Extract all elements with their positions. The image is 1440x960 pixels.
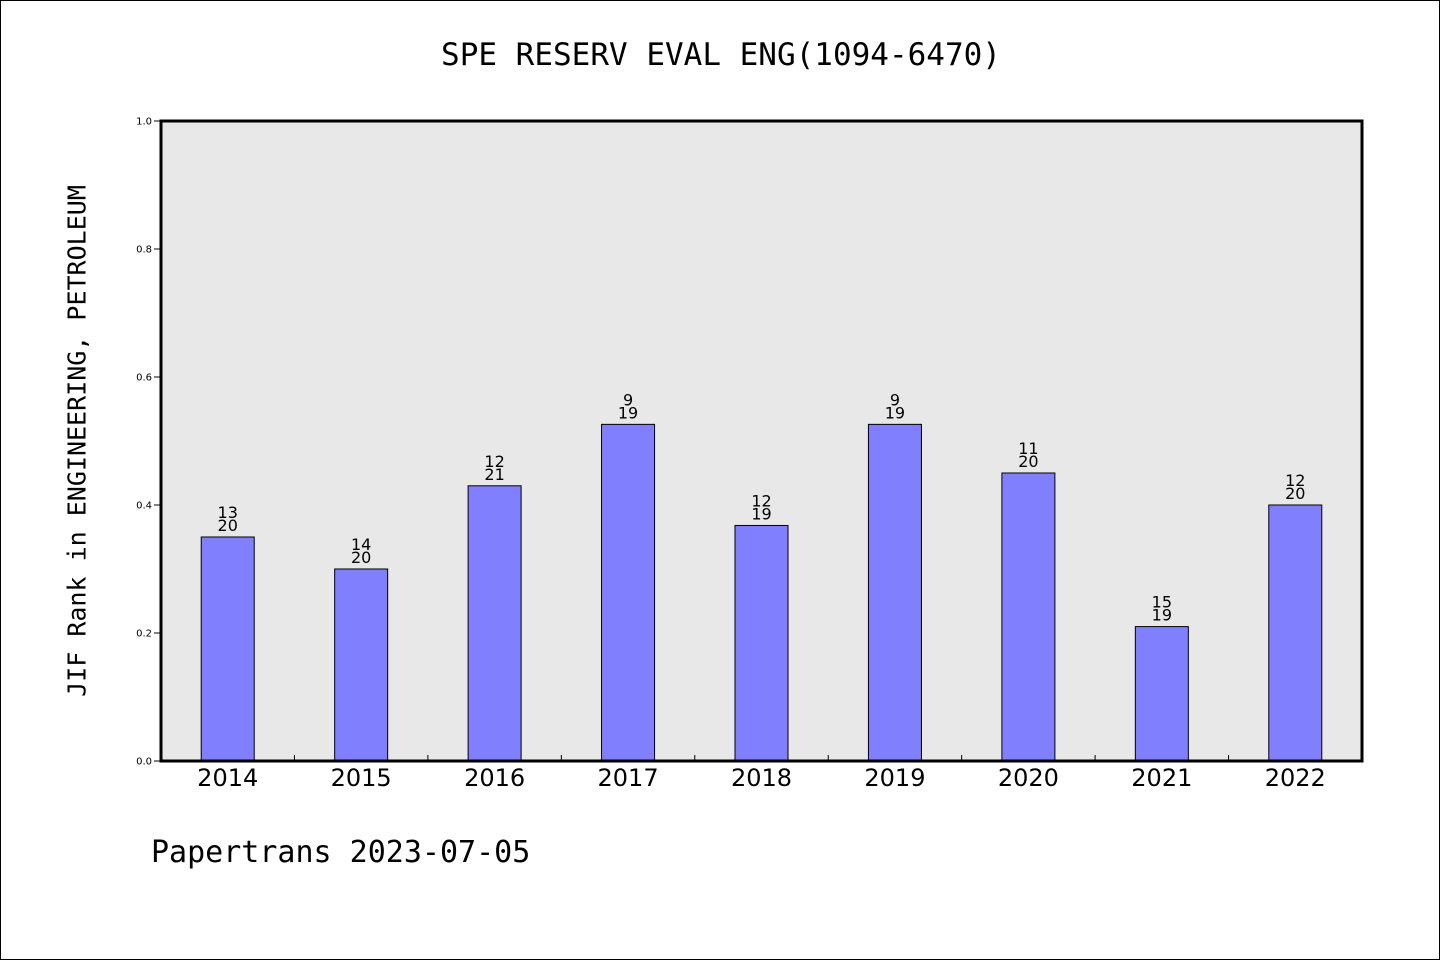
bar-label-total: 20 — [218, 516, 238, 535]
bar-label-rank: 12 — [751, 491, 771, 510]
bar-2014 — [200, 536, 255, 762]
bar-label-rank: 14 — [351, 535, 371, 554]
bar-label-rank: 9 — [623, 390, 633, 409]
y-tick-label: 0.6 — [136, 373, 152, 384]
bar-label-rank: 9 — [890, 390, 900, 409]
bar-label-total: 21 — [484, 465, 504, 484]
bar-label-rank: 11 — [1018, 439, 1038, 458]
bar-2019 — [867, 423, 922, 762]
bar-2017 — [601, 423, 656, 762]
x-axis: 2014 2015 2016 2017 2018 2019 2020 2021 2022 — [197, 755, 1326, 792]
bar-2020 — [1001, 472, 1056, 762]
footer-credit: Papertrans 2023-07-05 — [151, 835, 531, 870]
chart-title: SPE RESERV EVAL ENG(1094-6470) — [441, 37, 1001, 73]
bar-label-total: 19 — [885, 403, 905, 422]
x-tick-label: 2022 — [1265, 764, 1326, 792]
y-tick-label: 0.0 — [136, 757, 152, 768]
bar-label-total: 19 — [1152, 606, 1172, 625]
x-tick-label: 2019 — [864, 764, 925, 792]
y-tick-label: 0.4 — [136, 501, 152, 512]
bar-label-rank: 15 — [1152, 593, 1172, 612]
bar-label-rank: 12 — [484, 452, 504, 471]
x-tick-label: 2020 — [998, 764, 1059, 792]
y-tick-label: 0.8 — [136, 245, 152, 256]
bar-label-total: 20 — [1018, 452, 1038, 471]
plot-frame — [159, 119, 1364, 763]
bar-label-total: 20 — [1285, 484, 1305, 503]
x-tick-label: 2017 — [598, 764, 659, 792]
bar-label-total: 19 — [618, 403, 638, 422]
y-axis: 0.0 0.2 0.4 0.6 0.8 1.0 — [136, 117, 161, 768]
x-tick-label: 2021 — [1131, 764, 1192, 792]
y-tick-label: 1.0 — [136, 117, 152, 128]
bar-2021 — [1134, 626, 1189, 762]
bar-label-total: 19 — [751, 504, 771, 523]
bar-label-rank: 12 — [1285, 471, 1305, 490]
bar-2016 — [467, 485, 522, 762]
x-tick-label: 2015 — [331, 764, 392, 792]
bar-2022 — [1268, 504, 1323, 762]
x-tick-label: 2016 — [464, 764, 525, 792]
bar-label-total: 20 — [351, 548, 371, 567]
bar-series — [200, 423, 1323, 762]
bar-2015 — [334, 568, 389, 762]
bar-2018 — [734, 524, 789, 762]
x-tick-label: 2018 — [731, 764, 792, 792]
bar-label-rank: 13 — [218, 503, 238, 522]
x-tick-label: 2014 — [197, 764, 258, 792]
y-tick-label: 0.2 — [136, 629, 152, 640]
